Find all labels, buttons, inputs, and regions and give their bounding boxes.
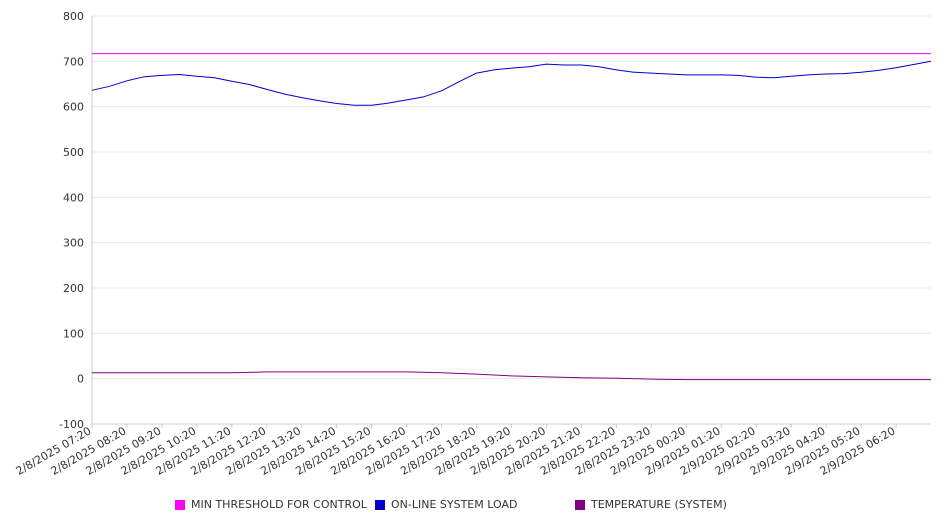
series-line-temperature bbox=[92, 371, 931, 381]
legend-label-temperature: TEMPERATURE (SYSTEM) bbox=[591, 498, 727, 511]
y-tick-label: 300 bbox=[63, 237, 84, 250]
legend-swatch-system-load bbox=[375, 499, 385, 510]
series-line-system-load bbox=[91, 60, 932, 106]
x-tick-labels: 2/8/2025 07:202/8/2025 08:202/8/2025 09:… bbox=[14, 424, 898, 478]
y-tick-label: 800 bbox=[63, 10, 84, 23]
legend-item-threshold[interactable]: MIN THRESHOLD FOR CONTROL bbox=[175, 498, 367, 511]
y-tick-label: -100 bbox=[59, 418, 84, 431]
series-lines bbox=[91, 53, 932, 381]
y-tick-label: 700 bbox=[63, 55, 84, 68]
y-tick-label: 600 bbox=[63, 101, 84, 114]
y-tick-label: 200 bbox=[63, 282, 84, 295]
y-tick-label: 400 bbox=[63, 191, 84, 204]
legend: MIN THRESHOLD FOR CONTROL ON-LINE SYSTEM… bbox=[0, 498, 946, 514]
legend-swatch-temperature bbox=[575, 499, 585, 510]
axes bbox=[91, 16, 931, 428]
y-tick-label: 100 bbox=[63, 327, 84, 340]
legend-swatch-threshold bbox=[175, 499, 185, 510]
y-tick-labels: 800 700 600 500 400 300 200 100 0 -100 bbox=[59, 10, 84, 431]
legend-item-temperature[interactable]: TEMPERATURE (SYSTEM) bbox=[575, 498, 727, 511]
y-tick-label: 0 bbox=[77, 373, 84, 386]
y-tick-label: 500 bbox=[63, 146, 84, 159]
legend-item-system-load[interactable]: ON-LINE SYSTEM LOAD bbox=[375, 498, 517, 511]
legend-label-system-load: ON-LINE SYSTEM LOAD bbox=[391, 498, 518, 511]
gridlines bbox=[92, 15, 931, 425]
legend-label-threshold: MIN THRESHOLD FOR CONTROL bbox=[191, 498, 367, 511]
